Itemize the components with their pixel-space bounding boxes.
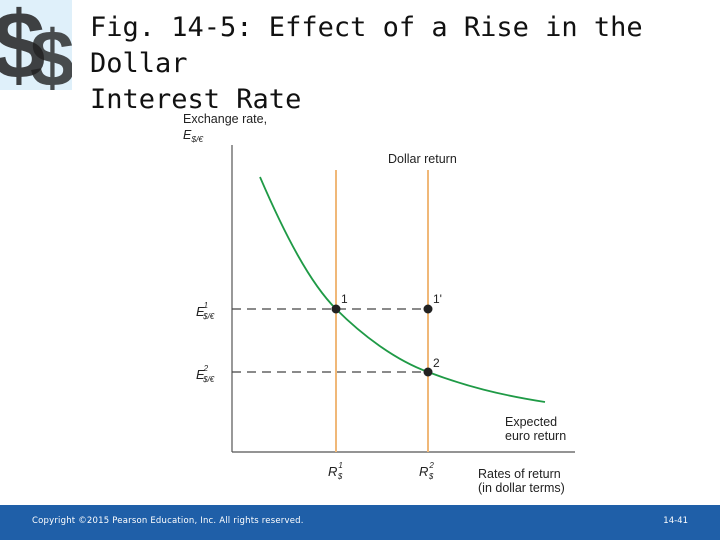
curve-label-line2: euro return (505, 429, 566, 443)
dollar-logo-icon: $ $ (0, 0, 72, 90)
svg-text:$: $ (30, 14, 72, 90)
equilibrium-point-2 (423, 367, 433, 377)
point-1-prime (423, 304, 433, 314)
x-axis-label-line1: Rates of return (478, 467, 561, 481)
slide-title: Fig. 14-5: Effect of a Rise in the Dolla… (90, 10, 710, 118)
svg-text:$: $ (0, 0, 45, 90)
slide-title-line1: Fig. 14-5: Effect of a Rise in the Dolla… (90, 12, 643, 79)
expected-euro-return-curve (259, 176, 546, 403)
copyright-text: Copyright ©2015 Pearson Education, Inc. … (32, 516, 304, 526)
x-tick-r1: R1 $ (328, 461, 343, 481)
point-label-1: 1 (341, 292, 348, 306)
curve-label-line1: Expected (505, 415, 557, 429)
x-axis-label-line2: (in dollar terms) (478, 481, 565, 495)
slide-title-line2: Interest Rate (90, 84, 302, 115)
y-axis-label: Exchange rate, (183, 112, 267, 126)
y-tick-e2: E2 $/€ (196, 364, 215, 384)
point-label-1-prime: 1' (433, 292, 442, 306)
point-label-2: 2 (433, 356, 440, 370)
exchange-rate-diagram: Exchange rate, E$/€ Dollar return 1 1' 2… (183, 112, 575, 495)
x-tick-r2: R2 $ (419, 461, 434, 481)
dollar-return-label: Dollar return (388, 152, 457, 166)
y-axis-symbol: E$/€ (183, 128, 204, 144)
equilibrium-point-1 (331, 304, 341, 314)
footer-bar: Copyright ©2015 Pearson Education, Inc. … (0, 505, 720, 540)
y-tick-e1: E1 $/€ (196, 301, 215, 321)
slide-number: 14-41 (663, 516, 688, 526)
